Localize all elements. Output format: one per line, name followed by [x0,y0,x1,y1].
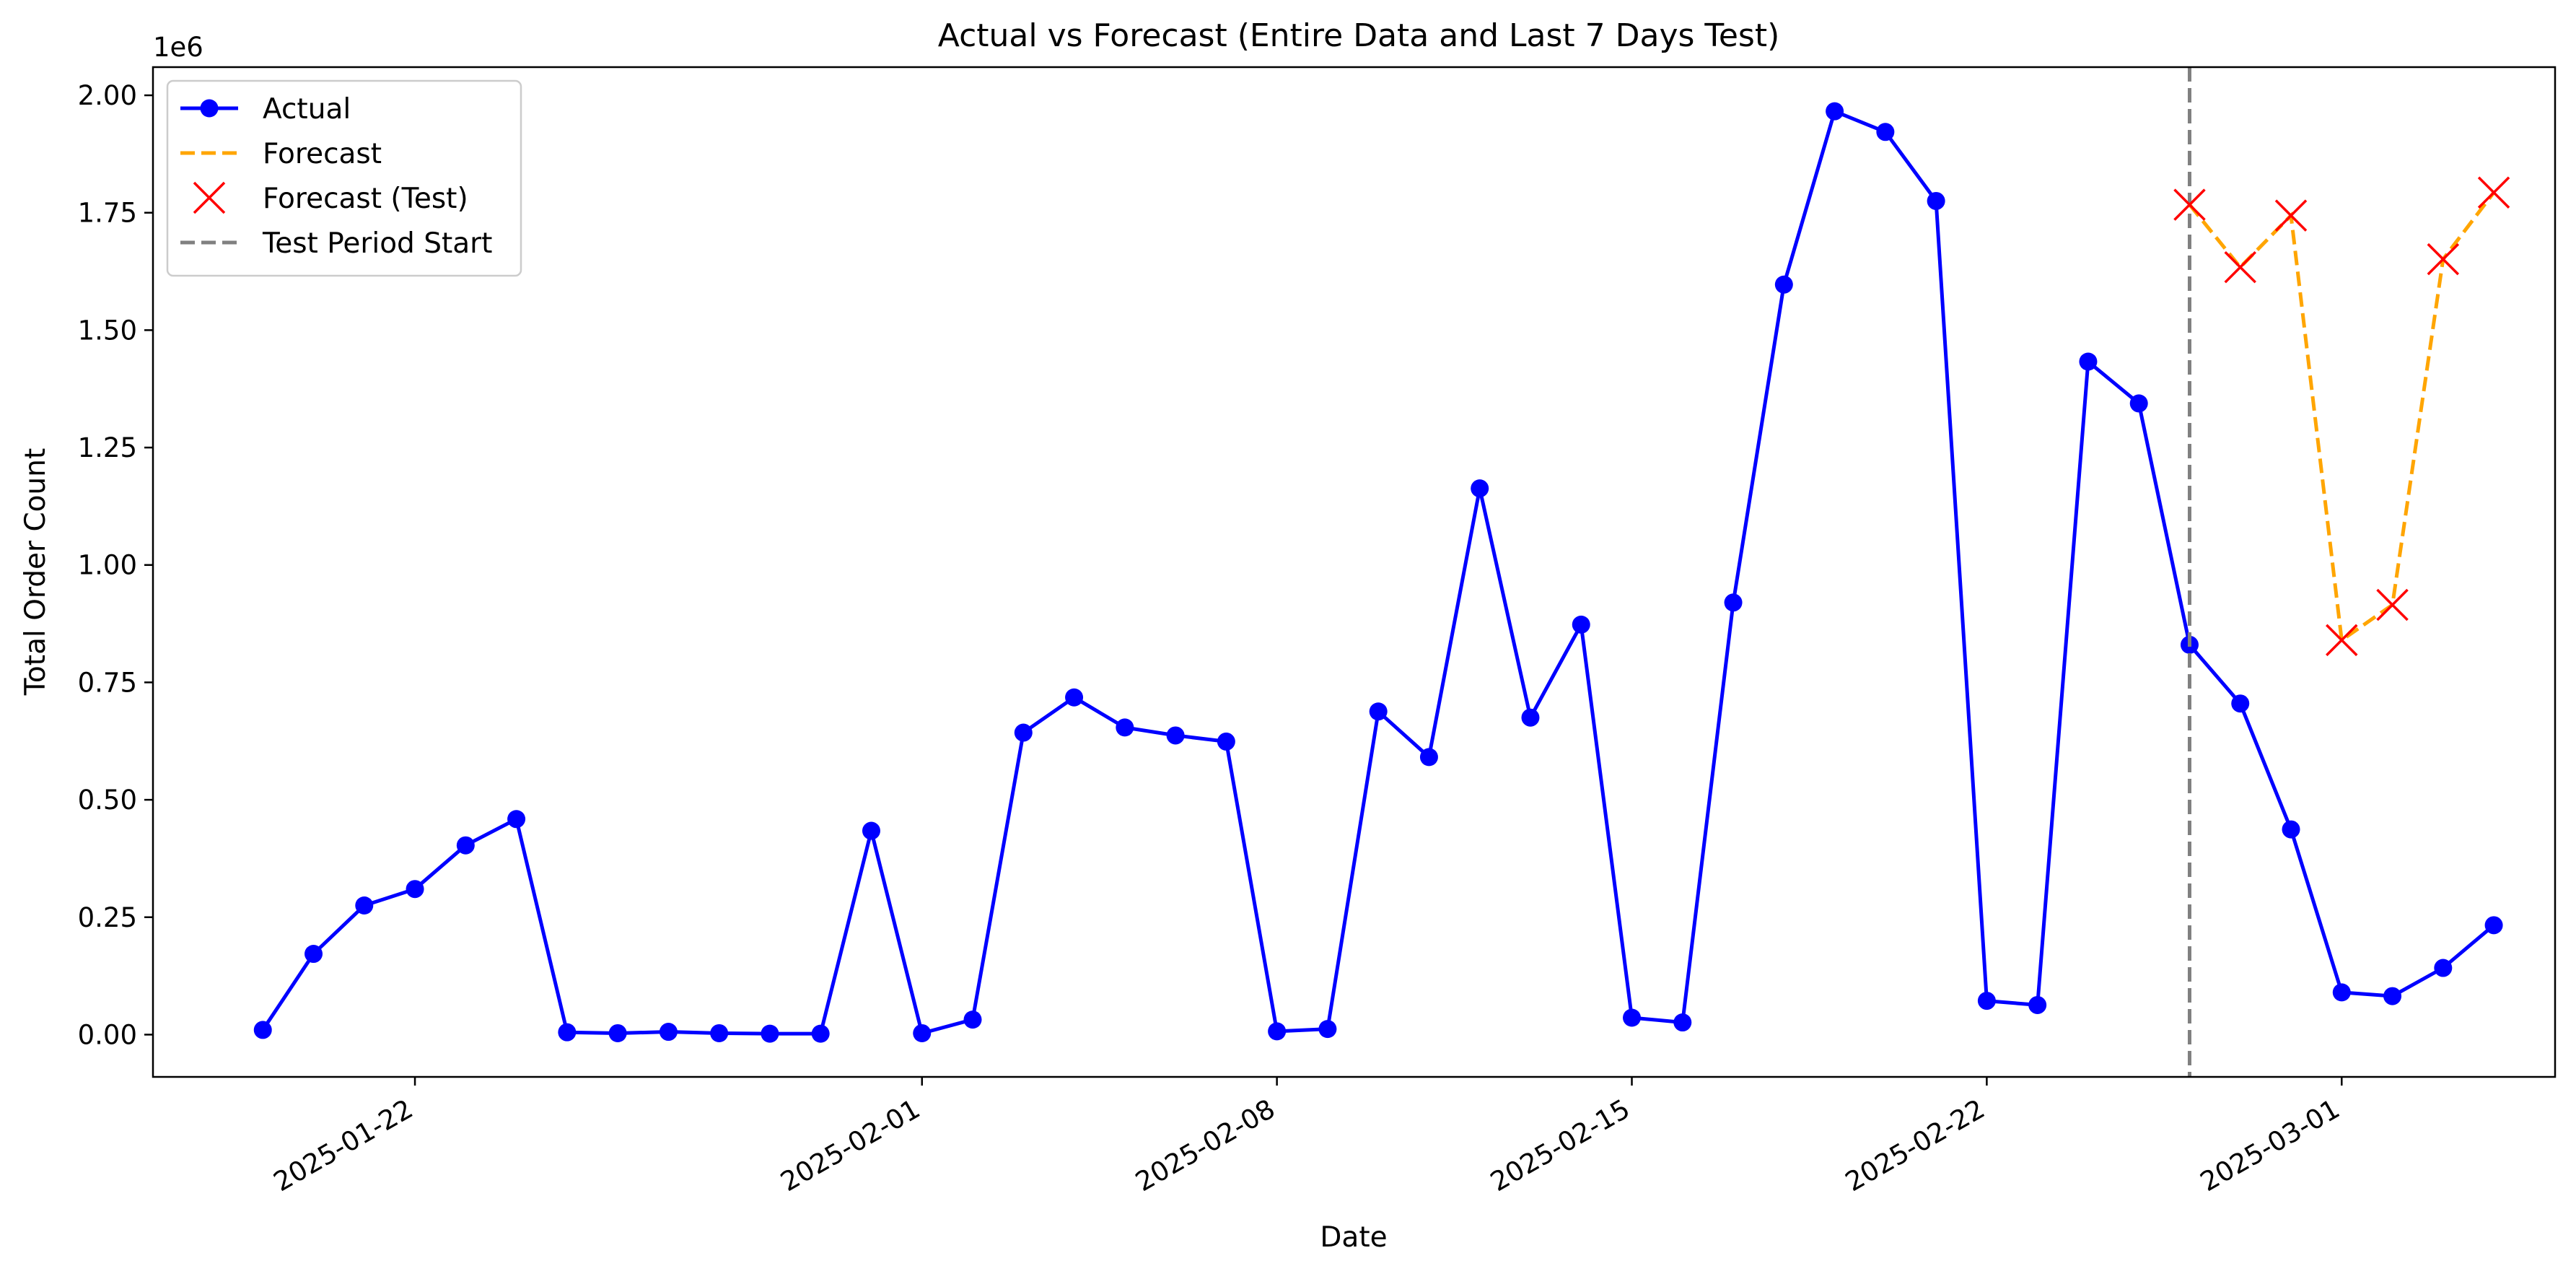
actual-point [1623,1008,1642,1027]
actual-point [1774,275,1793,294]
y-tick-label: 1.75 [78,198,137,229]
y-tick-label: 0.25 [78,902,137,933]
actual-point [1318,1020,1337,1039]
actual-point [1369,702,1388,721]
actual-point [2332,983,2351,1002]
actual-point [1927,191,1945,210]
actual-point [355,896,374,914]
actual-point [1268,1022,1287,1041]
x-axis-label: Date [1320,1221,1387,1254]
y-tick-label: 1.00 [78,550,137,581]
actual-point [1673,1013,1692,1032]
actual-point [253,1021,272,1039]
actual-point [913,1023,932,1042]
actual-point [1014,723,1033,742]
actual-point [456,836,475,855]
actual-point [2282,820,2300,839]
legend: Actual Forecast Forecast (Test) Test Period… [166,79,522,277]
y-tick-label: 0.00 [78,1019,137,1050]
actual-point [1826,102,1844,121]
actual-point [862,821,880,840]
actual-point [710,1023,729,1042]
legend-x-marker [193,181,226,214]
actual-point [1419,748,1438,767]
actual-point [2028,995,2047,1014]
actual-point [1977,992,1996,1010]
actual-point [2231,694,2250,713]
legend-box [166,79,522,277]
y-tick-label: 0.75 [78,667,137,698]
forecast-test-point [2326,624,2358,657]
actual-point [608,1023,627,1042]
actual-point [305,945,323,964]
actual-point [761,1024,779,1043]
y-offset-label: 1e6 [153,32,203,63]
y-tick-label: 1.25 [78,432,137,463]
actual-point [1065,688,1084,707]
forecast-test-point [2173,188,2206,221]
legend-label: Forecast (Test) [263,183,468,215]
legend-actual-marker [200,99,219,118]
actual-point [1521,708,1540,727]
plot-frame [152,66,2557,1078]
actual-point [811,1024,830,1043]
legend-label: Forecast [263,138,382,170]
actual-point [1471,479,1489,498]
actual-point [1724,593,1743,612]
forecast-test-point [2477,176,2510,209]
actual-point [2434,959,2453,977]
y-tick-label: 0.50 [78,785,137,816]
actual-point [963,1010,982,1029]
actual-point [1572,615,1590,634]
actual-point [2129,394,2148,413]
legend-label: Test Period Start [262,227,492,260]
chart-title: Actual vs Forecast (Entire Data and Last… [938,17,1780,54]
forecast-test-point [2274,199,2308,232]
legend-label: Actual [263,93,351,126]
y-axis-label: Total Order Count [19,448,52,697]
actual-point [659,1023,678,1042]
forecast-test-point [2427,243,2460,276]
actual-point [406,880,424,899]
actual-point [2383,987,2402,1005]
actual-point [2079,352,2098,371]
forecast-test-point [2224,250,2256,284]
actual-point [507,810,526,829]
actual-point [558,1023,577,1042]
actual-point [1217,732,1235,751]
forecast-test-point [2376,588,2409,621]
y-tick-label: 2.00 [78,80,137,111]
actual-point [1116,718,1134,737]
actual-point [2484,916,2503,935]
y-tick-label: 1.50 [78,315,137,346]
actual-point [1166,726,1185,745]
actual-point [1876,123,1895,141]
